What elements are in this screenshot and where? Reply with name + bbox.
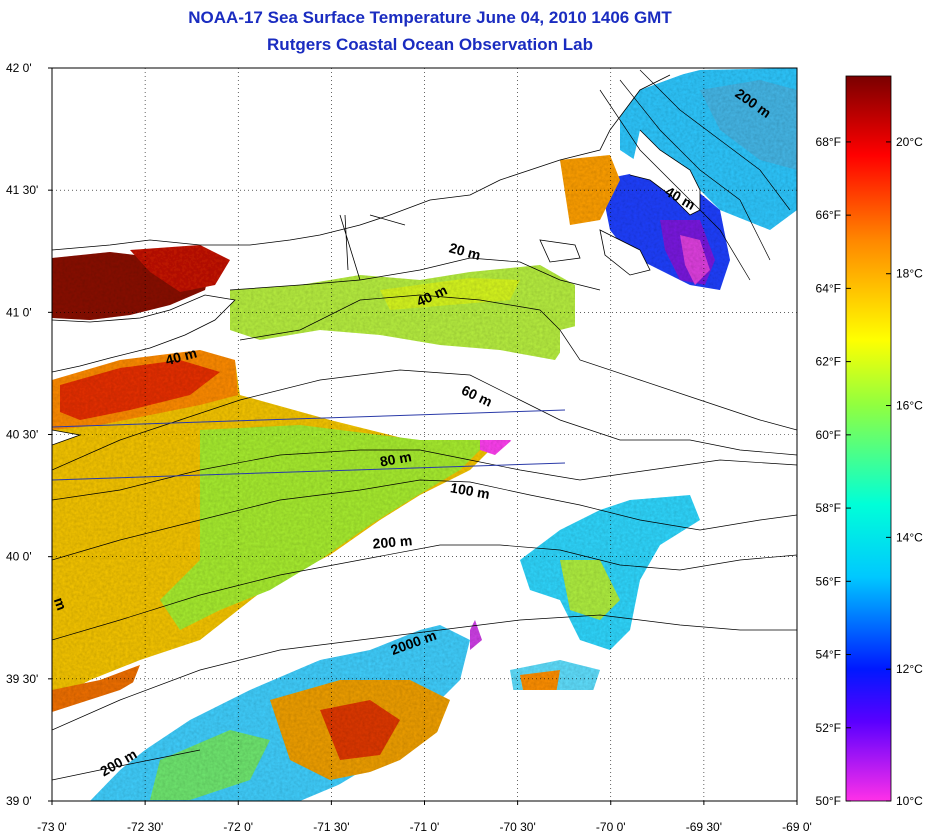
coastline-ny (52, 74, 671, 251)
sst-region-slope-green (150, 730, 270, 800)
contour-40m (239, 294, 797, 431)
colorbar-c-label: 16°C (896, 399, 923, 413)
contour-200m-sw (52, 749, 201, 781)
colorbar-c-label: 10°C (896, 794, 923, 808)
lat-tick-label: 39 0' (6, 794, 32, 808)
land-island-2 (540, 240, 580, 262)
colorbar-f-label: 56°F (816, 574, 841, 588)
colorbar-c-label: 18°C (896, 267, 923, 281)
lon-tick-label: -70 0' (596, 820, 626, 834)
contour-2000m (52, 614, 797, 731)
sst-region-bays-red (130, 245, 230, 292)
land-gap-cloud-2 (620, 470, 797, 801)
coastline-detail-3 (539, 239, 581, 263)
map-title: NOAA-17 Sea Surface Temperature June 04,… (188, 8, 672, 27)
lat-tick-label: 42 0' (6, 61, 32, 75)
lon-tick-label: -69 30' (686, 820, 722, 834)
colorbar-f-label: 66°F (816, 208, 841, 222)
colorbar-f-label: 68°F (816, 135, 841, 149)
lat-tick-label: 41 0' (6, 305, 32, 319)
colorbar-f-label: 64°F (816, 281, 841, 295)
colorbar-celsius-labels: 10°C 12°C 14°C 16°C 18°C 20°C (886, 135, 923, 808)
colorbar-c-label: 14°C (896, 530, 923, 544)
transect-line-south (52, 462, 566, 481)
graticule-grid (52, 68, 797, 801)
lat-tick-label: 41 30' (6, 183, 38, 197)
map-axes: -73 0' -72 30' -72 0' -71 30' -71 0' -70 30' -… (6, 61, 812, 834)
coastline-detail-2 (599, 229, 651, 276)
contour-gulf-1 (639, 69, 791, 211)
contour-20m (229, 257, 601, 291)
sst-region-sound-yellow (380, 278, 520, 310)
contour-200m (52, 544, 797, 641)
contour-60m (52, 369, 797, 471)
lat-tick-label: 40 0' (6, 550, 32, 564)
coastline-detail-1 (339, 214, 406, 281)
lon-tick-label: -70 30' (499, 820, 535, 834)
sst-region-shelf-red (60, 360, 220, 420)
colorbar-f-label: 62°F (816, 355, 841, 369)
contour-gulf-2 (619, 79, 771, 261)
sst-region-slope-red (320, 700, 400, 760)
land-gap-cloud-4 (300, 690, 640, 801)
depth-contour-label: 200 m (372, 532, 413, 551)
land-gap-cloud-1 (235, 340, 797, 470)
sst-region-slope-purple-1 (470, 620, 482, 650)
land-cape-cod (630, 130, 700, 215)
sst-region-bay-orange (560, 155, 620, 225)
lon-tick-label: -71 0' (410, 820, 440, 834)
sst-region-shelfbreak-1 (520, 495, 700, 650)
colorbar-c-label: 12°C (896, 662, 923, 676)
depth-contour-label: 20 m (447, 239, 482, 263)
map-subtitle: Rutgers Coastal Ocean Observation Lab (267, 35, 593, 54)
land-long-island (52, 295, 235, 372)
colorbar-c-label: 20°C (896, 135, 923, 149)
sst-region-shelf-green (160, 425, 490, 630)
colorbar-f-label: 60°F (816, 428, 841, 442)
land-gap-cloud-5 (560, 300, 797, 440)
lat-tick-label: 39 30' (6, 672, 38, 686)
contour-80m (52, 449, 797, 501)
colorbar-scale (845, 75, 892, 802)
depth-contour-label: 80 m (379, 448, 413, 469)
land-island-1 (600, 230, 650, 275)
lon-tick-label: -73 0' (37, 820, 67, 834)
depth-contour-label: 100 m (449, 479, 491, 502)
sst-data-field (52, 68, 797, 801)
coastline-nj (52, 429, 82, 446)
colorbar-f-label: 58°F (816, 501, 841, 515)
lat-tick-label: 40 30' (6, 428, 38, 442)
contour-100m (52, 479, 797, 561)
depth-contours (52, 69, 797, 781)
colorbar: 50°F 52°F 54°F 56°F 58°F 60°F 62°F 64°F 66°F 68°F… (816, 75, 923, 808)
sst-region-cape-magenta (680, 235, 710, 285)
land-gap-cloud-3 (52, 470, 620, 801)
lon-tick-label: -72 0' (223, 820, 253, 834)
sst-region-gulf-teal (700, 80, 797, 170)
coastline-li (52, 294, 236, 373)
depth-contour-label: 40 m (164, 345, 199, 369)
lon-tick-label: -72 30' (127, 820, 163, 834)
colorbar-f-label: 54°F (816, 648, 841, 662)
lon-tick-label: -71 30' (313, 820, 349, 834)
depth-contour-label: m (51, 595, 70, 612)
colorbar-fahrenheit-labels: 50°F 52°F 54°F 56°F 58°F 60°F 62°F 64°F 66°F 68°F (816, 135, 851, 808)
colorbar-f-label: 52°F (816, 721, 841, 735)
transect-line-north (52, 409, 566, 428)
lon-tick-label: -69 0' (782, 820, 812, 834)
transect-lines (52, 409, 566, 481)
coastline-layer (52, 74, 701, 446)
sst-region-shelfbreak-2 (560, 560, 620, 620)
colorbar-f-label: 50°F (816, 794, 841, 808)
sst-region-slope-edge (52, 665, 140, 712)
